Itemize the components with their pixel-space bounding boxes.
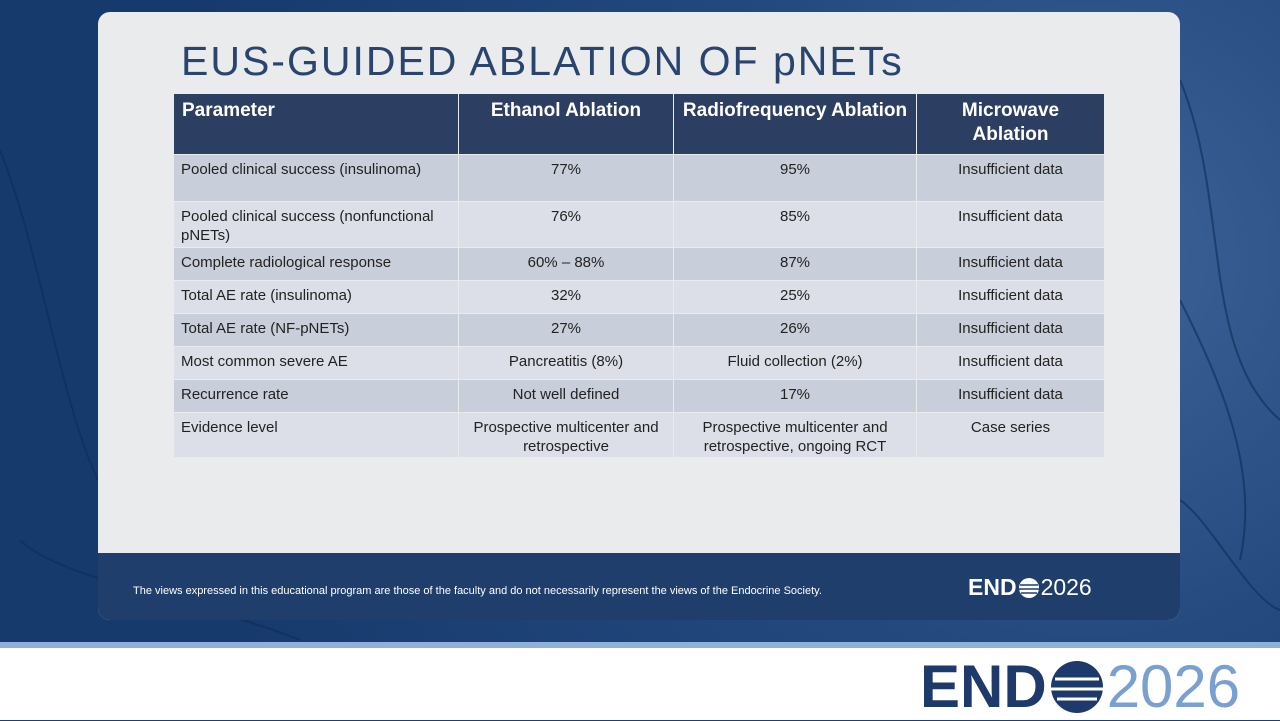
disclaimer: The views expressed in this educational … — [133, 585, 822, 597]
table-cell: 85% — [673, 201, 917, 248]
table-cell: Pancreatitis (8%) — [458, 346, 674, 380]
table-cell: Insufficient data — [916, 247, 1105, 281]
table-cell: Total AE rate (NF-pNETs) — [173, 313, 459, 347]
logo-globe — [1050, 660, 1103, 713]
table-row: Total AE rate (NF-pNETs) 27% 26% Insufficie… — [173, 313, 1105, 347]
header-row: Parameter Ethanol Ablation Radiofrequency … — [173, 93, 1105, 155]
table-row: Pooled clinical success (nonfunctional p… — [173, 201, 1105, 248]
header-cell: Radiofrequency Ablation — [673, 93, 917, 155]
table-row: Most common severe AE Pancreatitis (8%) Fl… — [173, 346, 1105, 380]
banner-logo: END 2026 — [920, 652, 1240, 721]
table-cell: 60% – 88% — [458, 247, 674, 281]
footer-logo: END 2026 — [968, 574, 1092, 601]
table-cell: 76% — [458, 201, 674, 248]
banner: END 2026 — [0, 648, 1280, 720]
slide-title: EUS-GUIDED ABLATION OF pNETs — [181, 38, 904, 84]
table-cell: 77% — [458, 154, 674, 202]
logo-text: END — [968, 574, 1017, 600]
table-cell: Most common severe AE — [173, 346, 459, 380]
table-cell: Insufficient data — [916, 154, 1105, 202]
table-cell: Pooled clinical success (nonfunctional p… — [173, 201, 459, 248]
table-cell: Insufficient data — [916, 280, 1105, 314]
table-cell: Fluid collection (2%) — [673, 346, 917, 380]
table-cell: Prospective multicenter and retrospectiv… — [458, 412, 674, 458]
table-cell: Case series — [916, 412, 1105, 458]
table-row: Pooled clinical success (insulinoma) 77% 9… — [173, 154, 1105, 202]
table-cell: Prospective multicenter and retrospectiv… — [673, 412, 917, 458]
header-cell: Parameter — [173, 93, 459, 155]
separator — [0, 642, 1280, 648]
table-cell: Insufficient data — [916, 313, 1105, 347]
logo-globe — [1018, 577, 1039, 598]
slide-footer — [98, 553, 1180, 620]
table-cell: Total AE rate (insulinoma) — [173, 280, 459, 314]
table-cell: Insufficient data — [916, 346, 1105, 380]
table-cell: 25% — [673, 280, 917, 314]
table-cell: Not well defined — [458, 379, 674, 413]
table-cell: Complete radiological response — [173, 247, 459, 281]
table-cell: Insufficient data — [916, 201, 1105, 248]
logo-text: END — [920, 653, 1047, 720]
logo-text: 2026 — [1040, 574, 1092, 600]
slide-card: EUS-GUIDED ABLATION OF pNETs Parameter Et… — [98, 12, 1180, 620]
table-cell: 27% — [458, 313, 674, 347]
table-cell: 26% — [673, 313, 917, 347]
table-row: Evidence level Prospective multicenter an… — [173, 412, 1105, 458]
table-cell: Evidence level — [173, 412, 459, 458]
logo-text: 2026 — [1106, 653, 1241, 720]
table-cell: Insufficient data — [916, 379, 1105, 413]
table-row: Recurrence rate Not well defined 17% Insuff… — [173, 379, 1105, 413]
table-cell: 17% — [673, 379, 917, 413]
table-cell: 87% — [673, 247, 917, 281]
table-cell: Pooled clinical success (insulinoma) — [173, 154, 459, 202]
header-cell: Ethanol Ablation — [458, 93, 674, 155]
table-cell: 95% — [673, 154, 917, 202]
header-cell: Microwave Ablation — [916, 93, 1105, 155]
table-row: Total AE rate (insulinoma) 32% 25% Insuffic… — [173, 280, 1105, 314]
table-cell: 32% — [458, 280, 674, 314]
table-cell: Recurrence rate — [173, 379, 459, 413]
table-row: Complete radiological response 60% – 88% 8… — [173, 247, 1105, 281]
comparison-table: Parameter Ethanol Ablation Radiofrequency … — [173, 93, 1105, 458]
